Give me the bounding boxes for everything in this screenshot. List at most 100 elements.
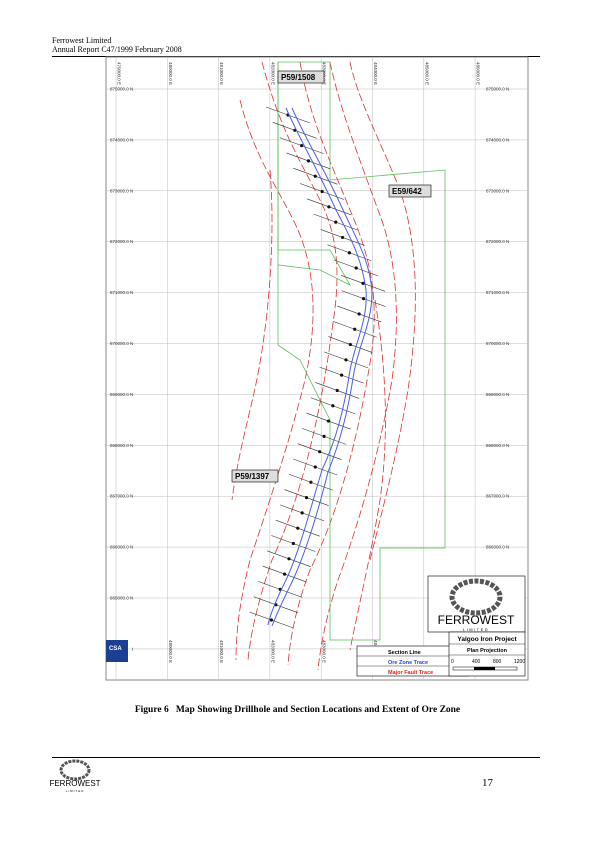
drillhole xyxy=(361,297,366,301)
drillhole xyxy=(354,266,358,270)
northing-label: 870000.0 N xyxy=(486,341,509,346)
drillhole xyxy=(335,388,339,393)
northing-label: 874000.0 N xyxy=(486,137,509,142)
fault xyxy=(235,99,314,661)
northing-label: 875000.0 N xyxy=(110,87,133,92)
drillhole xyxy=(334,220,338,224)
drillhole xyxy=(318,450,322,454)
project-logo: FERROWEST LIMITED Yalgoo Iron Project Pl… xyxy=(427,575,526,677)
caption: Figure 6 Map Showing Drillhole and Secti… xyxy=(134,705,461,715)
northing-label: 868000.0 N xyxy=(486,443,509,448)
logo-ring xyxy=(59,759,91,781)
drillhole xyxy=(339,373,344,377)
easting-label: 481000.0 E xyxy=(219,640,224,663)
drillhole xyxy=(313,174,317,178)
fault xyxy=(247,61,338,661)
report: Annual Report C47/1999 February 2008 xyxy=(52,45,182,54)
logo-box xyxy=(427,575,526,633)
northing-label: 870000.0 N xyxy=(110,341,133,346)
drillhole xyxy=(300,144,304,148)
drillhole xyxy=(309,480,313,484)
ore-trace xyxy=(267,107,367,626)
logo-ring xyxy=(449,578,503,616)
drillhole xyxy=(282,572,287,576)
fault xyxy=(317,61,397,671)
drillhole xyxy=(348,342,352,347)
scale-label: 0 xyxy=(451,659,454,665)
drillhole xyxy=(327,205,331,209)
scale-label: 1200 xyxy=(514,659,525,665)
scale-fill xyxy=(474,667,495,670)
projection: Plan Projection xyxy=(467,648,508,654)
easting-label: 482000.0 E xyxy=(270,62,275,85)
northing-label: 865000.0 N xyxy=(110,596,133,601)
drillhole xyxy=(313,465,317,469)
tenement: P59/1397 xyxy=(235,472,270,481)
northing-label: 866000.0 N xyxy=(110,545,133,550)
easting-label: 484000.0 E xyxy=(373,62,378,85)
drillhole xyxy=(296,526,300,530)
northing-label: 873000.0 N xyxy=(110,188,133,193)
drillhole xyxy=(331,404,335,408)
logo-sub: LIMITED xyxy=(66,789,85,793)
easting-label: 479000.0 E xyxy=(117,62,122,85)
easting-label: 480000.0 E xyxy=(168,62,173,85)
csa-logo: CSA xyxy=(106,640,128,662)
fault xyxy=(231,169,273,501)
ore-zone xyxy=(267,107,373,627)
csa: CSA xyxy=(109,646,122,652)
fault xyxy=(349,61,416,561)
northing-label: 869000.0 N xyxy=(110,392,133,397)
company: Ferrowest Limited xyxy=(52,36,112,45)
drillhole xyxy=(340,235,345,240)
drillhole xyxy=(361,281,365,285)
scale-labels: 0 400 800 1200 xyxy=(451,659,525,665)
drillhole xyxy=(322,434,326,438)
footer-logo: FERROWEST LIMITED xyxy=(49,759,101,793)
easting-label: 483000.0 E xyxy=(322,640,327,663)
easting-label: 485000.0 E xyxy=(424,62,429,85)
drillhole xyxy=(300,511,304,515)
northing-label: 869000.0 N xyxy=(486,392,509,397)
project: Yalgoo Iron Project xyxy=(457,636,517,643)
footer-rule xyxy=(52,757,540,758)
drillhole xyxy=(287,557,291,561)
ore-trace xyxy=(271,107,373,627)
drillhole xyxy=(291,541,295,546)
drillhole xyxy=(344,358,348,362)
northing-label: 866000.0 N xyxy=(486,545,509,550)
tenement: P59/1508 xyxy=(281,73,316,82)
easting-label: 480000.0 E xyxy=(168,640,173,663)
logo-name: FERROWEST xyxy=(49,779,100,788)
northing-label: 875000.0 N xyxy=(486,87,509,92)
drillhole xyxy=(320,189,324,194)
northing-label: 874000.0 N xyxy=(110,137,133,142)
northing-label: 872000.0 N xyxy=(110,239,133,244)
legend-item: Major Fault Trace xyxy=(388,670,433,676)
drillhole xyxy=(357,312,361,316)
fault xyxy=(349,299,386,651)
northing-label: 871000.0 N xyxy=(110,290,133,295)
easting-label: 481000.0 E xyxy=(219,62,224,85)
legend-item: Ore Zone Trace xyxy=(388,660,428,666)
easting-label: 486000.0 E xyxy=(476,62,481,85)
label-box xyxy=(388,184,432,198)
northing-label: 872000.0 N xyxy=(486,239,509,244)
tenement: E59/642 xyxy=(392,187,422,196)
scale-label: 400 xyxy=(472,659,481,665)
northing-label: 867000.0 N xyxy=(110,494,133,499)
tenement-boundaries xyxy=(277,61,446,641)
drillhole xyxy=(269,618,274,622)
northing-label: 867000.0 N xyxy=(486,494,509,499)
logo-sub: LIMITED xyxy=(463,627,489,632)
page-number: 17 xyxy=(482,777,493,789)
legend-item: Section Line xyxy=(388,650,421,656)
tenement-labels: P59/1508 E59/642 P59/1397 xyxy=(231,70,432,483)
csa-box xyxy=(106,640,128,662)
drillhole xyxy=(353,327,357,331)
northing-label: 871000.0 N xyxy=(486,290,509,295)
logo-name: FERROWEST xyxy=(438,613,515,627)
northing-label: 873000.0 N xyxy=(486,188,509,193)
